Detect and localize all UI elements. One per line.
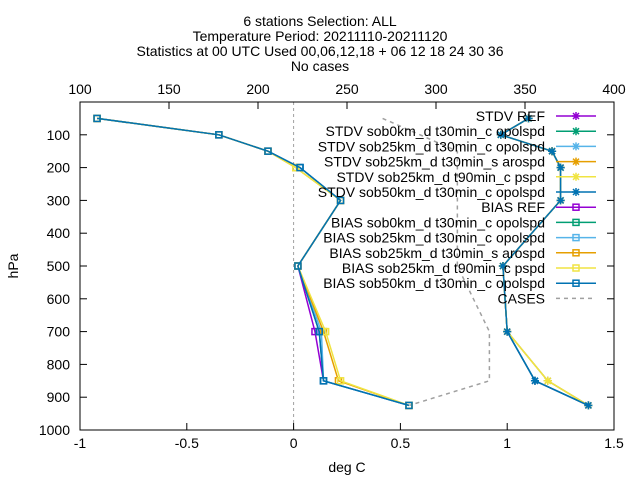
- legend-label: BIAS sob25km_d t90min_c pspd: [342, 260, 545, 276]
- legend-entry: BIAS sob25km_d t30min_s arospd: [329, 245, 596, 261]
- data-point: [556, 163, 565, 172]
- x-tick-label: 0: [290, 435, 298, 451]
- title-line-3: No cases: [291, 58, 349, 74]
- legend-entry: CASES: [498, 290, 596, 306]
- legend-entry: BIAS sob0km_d t30min_c opolspd: [331, 214, 596, 230]
- data-point: [336, 377, 345, 385]
- legend-marker: [572, 233, 580, 242]
- y-tick-label: 600: [47, 291, 71, 307]
- x-tick-label: 1.5: [604, 435, 624, 451]
- data-point: [215, 131, 223, 139]
- data-point: [548, 147, 557, 156]
- legend-label: STDV sob25km_d t30min_s arospd: [324, 154, 545, 170]
- legend-label: BIAS sob25km_d t30min_c opolspd: [323, 230, 545, 246]
- series-line: [96, 117, 410, 407]
- legend-entry: STDV REF: [476, 108, 596, 124]
- y-tick-label: 300: [47, 192, 71, 208]
- data-point: [296, 163, 304, 172]
- legend-marker: [572, 142, 580, 151]
- y-axis-label: hPa: [5, 253, 21, 278]
- title-line-2: Statistics at 00 UTC Used 00,06,12,18 + …: [137, 43, 504, 59]
- x2-tick-label: 100: [68, 81, 92, 97]
- legend-label: BIAS sob25km_d t30min_s arospd: [329, 245, 545, 261]
- x2-tick-label: 350: [513, 81, 537, 97]
- data-point: [336, 196, 345, 205]
- x2-tick-label: 150: [157, 81, 181, 97]
- data-point: [405, 401, 413, 410]
- legend-entry: BIAS sob50km_d t30min_c opolspd: [323, 275, 596, 291]
- cases-line: [382, 117, 491, 407]
- data-point: [319, 377, 328, 385]
- legend-entry: STDV sob25km_d t90min_c pspd: [336, 169, 596, 185]
- legend-entry: STDV sob25km_d t30min_c opolspd: [318, 138, 596, 154]
- data-point: [498, 262, 507, 270]
- legend-entry: BIAS sob25km_d t30min_c opolspd: [323, 230, 596, 246]
- y-tick-label: 1000: [39, 422, 70, 438]
- series-11: [93, 114, 413, 410]
- y-tick-label: 900: [47, 389, 71, 405]
- legend-label: STDV sob25km_d t90min_c pspd: [336, 169, 545, 185]
- data-point: [264, 147, 272, 155]
- x2-tick-label: 200: [246, 81, 270, 97]
- series-5: [496, 114, 593, 410]
- y-tick-label: 700: [47, 324, 71, 340]
- y-tick-label: 100: [47, 127, 71, 143]
- legend-marker: [572, 172, 580, 181]
- data-point: [524, 114, 533, 123]
- legend-entry: STDV sob50km_d t30min_c opolspd: [318, 184, 596, 200]
- legend-entry: BIAS REF: [481, 199, 596, 215]
- data-point: [93, 114, 101, 123]
- legend-marker: [572, 279, 580, 287]
- legend-label: STDV sob50km_d t30min_c opolspd: [318, 184, 545, 200]
- legend-marker: [572, 157, 580, 166]
- data-point: [496, 130, 505, 139]
- data-point: [543, 376, 552, 385]
- legend-entry: BIAS sob25km_d t90min_c pspd: [342, 260, 596, 276]
- legend-entry: STDV sob25km_d t30min_s arospd: [324, 154, 596, 170]
- x-tick-label: 1: [503, 435, 511, 451]
- data-point: [530, 376, 539, 385]
- axes: -1 -0.5 0 0.5 1 1.5 100 150 200 250 300 350 400 100 20…: [39, 81, 626, 451]
- cases-series: [382, 117, 491, 407]
- x2-tick-label: 300: [424, 81, 448, 97]
- legend-marker: [572, 112, 580, 120]
- legend-label: STDV REF: [476, 108, 545, 124]
- x-axis-label: deg C: [328, 459, 365, 475]
- data-series: [93, 114, 593, 410]
- y-tick-label: 500: [47, 258, 71, 274]
- data-point: [315, 327, 323, 336]
- title-line-1: Temperature Period: 20211110-20211120: [193, 28, 448, 44]
- legend-label: STDV sob25km_d t30min_c opolspd: [318, 138, 545, 154]
- legend-label: BIAS REF: [481, 199, 545, 215]
- legend-label: STDV sob0km_d t30min_c opolspd: [326, 123, 545, 139]
- legend-marker: [572, 264, 580, 272]
- y-tick-label: 800: [47, 356, 71, 372]
- data-point: [556, 196, 565, 205]
- legend-marker: [572, 218, 580, 227]
- legend-marker: [572, 249, 580, 257]
- y-tick-label: 400: [47, 225, 71, 241]
- x-tick-label: -1: [74, 435, 87, 451]
- data-point: [503, 327, 512, 336]
- x-tick-label: -0.5: [175, 435, 199, 451]
- legend-label: CASES: [498, 290, 545, 306]
- legend-label: BIAS sob50km_d t30min_c opolspd: [323, 275, 545, 291]
- title-line-0: 6 stations Selection: ALL: [243, 13, 397, 29]
- y-tick-label: 200: [47, 160, 71, 176]
- x2-tick-label: 250: [335, 81, 359, 97]
- x2-tick-label: 400: [602, 81, 626, 97]
- data-point: [294, 262, 302, 270]
- x-tick-label: 0.5: [391, 435, 411, 451]
- data-point: [584, 401, 593, 410]
- legend-marker: [572, 127, 580, 136]
- legend-entry: STDV sob0km_d t30min_c opolspd: [326, 123, 596, 139]
- legend-marker: [572, 203, 580, 211]
- legend-label: BIAS sob0km_d t30min_c opolspd: [331, 214, 545, 230]
- legend-marker: [572, 188, 580, 196]
